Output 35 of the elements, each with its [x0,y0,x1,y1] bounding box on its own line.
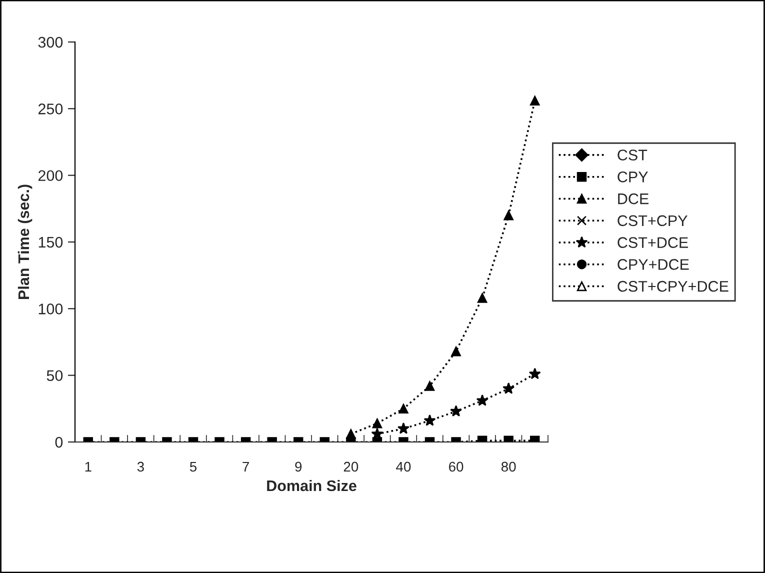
y-tick-label: 200 [38,170,63,182]
point [424,381,435,391]
x-tick-label: 80 [501,462,516,472]
point [504,210,514,220]
point [502,382,515,394]
x-tick-label: 1 [85,462,92,472]
y-tick-label: 300 [38,36,63,48]
point [397,422,410,434]
x-tick-label: 3 [137,462,144,472]
x-tick-label: 40 [396,462,411,472]
legend-label: CPY [618,172,648,182]
x-tick-label: 7 [242,462,249,472]
legend-label: CST+CPY+DCE [618,280,728,292]
point [528,368,541,380]
x-axis-title: Domain Size [267,480,356,492]
legend-label: CST [618,150,648,160]
point [450,405,462,417]
legend-label: CPY+DCE [618,259,689,270]
y-tick-label: 250 [38,104,63,114]
point [477,293,488,303]
y-tick-label: 100 [38,304,63,314]
y-tick-label: 0 [55,436,63,448]
y-tick-label: 150 [38,236,63,248]
legend-label: CST+DCE [618,237,688,248]
legend-label: CST+CPY [618,215,688,226]
x-tick-label: 20 [344,462,358,472]
point [476,394,488,406]
point [424,414,436,426]
x-tick-label: 9 [295,462,302,472]
y-axis-title: Plan Time (sec.) [18,184,32,299]
legend-label: DCE [618,193,648,204]
x-tick-label: 60 [449,462,464,472]
y-tick-label: 50 [46,370,63,382]
x-tick-label: 5 [190,462,197,472]
point [451,346,461,356]
